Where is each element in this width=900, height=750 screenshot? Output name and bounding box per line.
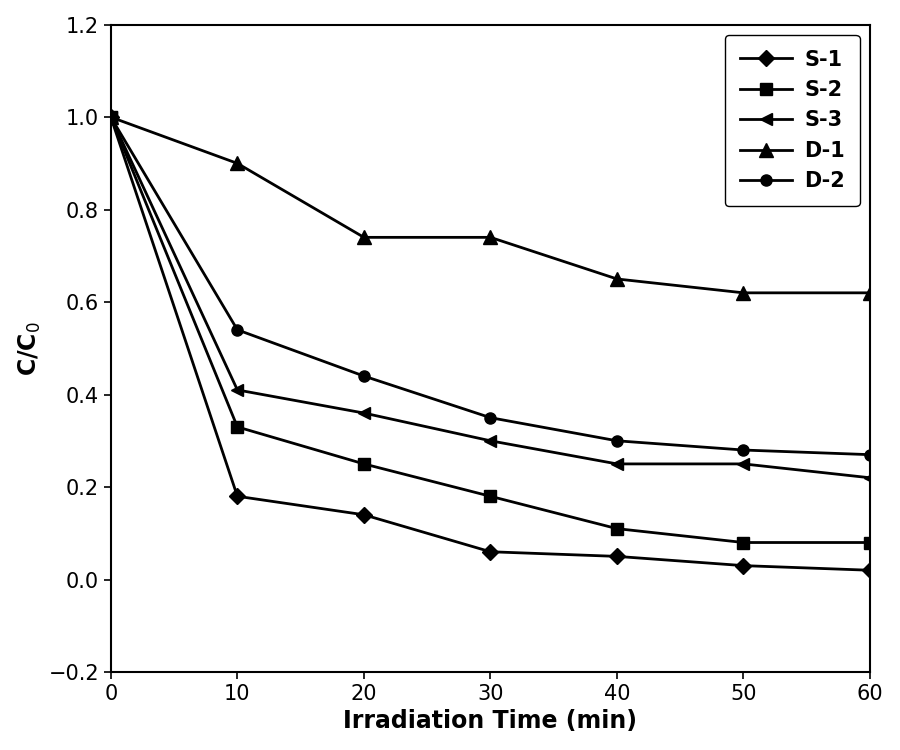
D-1 bbox=[612, 274, 623, 284]
D-2 bbox=[485, 413, 496, 422]
S-3 bbox=[358, 409, 369, 418]
D-2 bbox=[358, 371, 369, 380]
D-1 bbox=[485, 232, 496, 242]
D-2 bbox=[738, 446, 749, 454]
S-1 bbox=[485, 548, 496, 556]
X-axis label: Irradiation Time (min): Irradiation Time (min) bbox=[344, 710, 637, 734]
S-2 bbox=[865, 538, 876, 547]
D-1 bbox=[105, 112, 116, 122]
D-2 bbox=[865, 450, 876, 459]
S-2 bbox=[358, 460, 369, 469]
Line: S-1: S-1 bbox=[105, 112, 876, 576]
D-1 bbox=[232, 159, 243, 168]
S-3 bbox=[232, 386, 243, 394]
Line: D-1: D-1 bbox=[104, 110, 877, 300]
D-1 bbox=[358, 232, 369, 242]
D-2 bbox=[105, 112, 116, 122]
S-3 bbox=[865, 473, 876, 482]
S-2 bbox=[232, 422, 243, 431]
S-2 bbox=[485, 492, 496, 501]
S-1 bbox=[738, 561, 749, 570]
S-1 bbox=[105, 112, 116, 122]
D-2 bbox=[232, 326, 243, 334]
S-2 bbox=[105, 112, 116, 122]
S-3 bbox=[105, 112, 116, 122]
S-1 bbox=[358, 510, 369, 519]
Legend: S-1, S-2, S-3, D-1, D-2: S-1, S-2, S-3, D-1, D-2 bbox=[725, 35, 860, 206]
Y-axis label: C/C$_0$: C/C$_0$ bbox=[17, 321, 43, 376]
S-1 bbox=[865, 566, 876, 574]
D-1 bbox=[738, 288, 749, 297]
Line: S-3: S-3 bbox=[105, 112, 876, 483]
S-3 bbox=[485, 436, 496, 445]
S-2 bbox=[738, 538, 749, 547]
D-1 bbox=[865, 288, 876, 297]
S-2 bbox=[612, 524, 623, 533]
Line: D-2: D-2 bbox=[105, 112, 876, 460]
S-3 bbox=[612, 460, 623, 469]
D-2 bbox=[612, 436, 623, 445]
Line: S-2: S-2 bbox=[105, 112, 876, 548]
S-1 bbox=[612, 552, 623, 561]
S-1 bbox=[232, 492, 243, 501]
S-3 bbox=[738, 460, 749, 469]
